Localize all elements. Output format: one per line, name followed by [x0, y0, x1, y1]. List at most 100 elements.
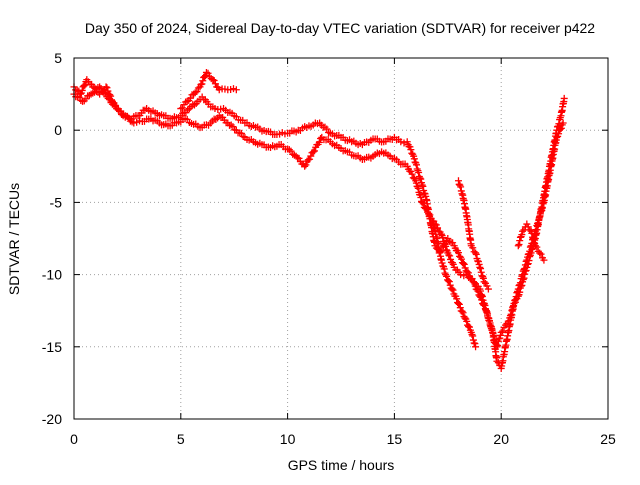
data-point-interp-track-a — [449, 239, 457, 247]
x-tick-label: 10 — [280, 431, 296, 447]
data-point-interp-short-segment-c — [483, 282, 491, 290]
data-point-interp-track-b — [317, 134, 325, 142]
data-point-interp-track-a — [190, 101, 198, 109]
data-point-short-segment-c — [454, 177, 462, 185]
data-point-short-segment-f — [536, 249, 544, 257]
data-point-interp-short-segment-c — [456, 181, 464, 189]
data-point-interp-short-segment-d — [463, 317, 471, 325]
data-point-interp-short-segment-f — [515, 241, 523, 249]
plot-frame — [73, 57, 609, 420]
data-point-track-b — [553, 133, 561, 141]
data-point-track-b — [536, 213, 544, 221]
data-point-short-segment-d — [472, 343, 480, 351]
data-point-interp-short-segment-e — [198, 80, 206, 88]
data-point-interp-short-segment-f — [518, 231, 526, 239]
data-point-interp-short-segment-d — [443, 272, 451, 280]
data-point-interp-track-b — [426, 211, 434, 219]
data-point-short-segment-f — [519, 227, 527, 235]
data-point-interp-track-b — [460, 272, 468, 280]
y-tick-label: -5 — [50, 194, 63, 210]
tick-labels: 0 5 10 15 20 25 -20 -15 -10 -5 0 5 — [42, 50, 616, 447]
chart-title: Day 350 of 2024, Sidereal Day-to-day VTE… — [85, 20, 595, 36]
data-series — [70, 68, 568, 372]
data-point-track-a — [497, 328, 505, 336]
y-axis-label: SDTVAR / TECUs — [6, 183, 22, 295]
data-point-interp-short-segment-c — [458, 190, 466, 198]
data-point-interp-short-segment-d — [441, 269, 449, 277]
data-point-interp-track-b — [229, 123, 237, 131]
data-point-interp-track-a — [103, 84, 111, 92]
data-point-short-segment-e — [209, 76, 217, 84]
data-point-interp-track-b — [302, 161, 310, 169]
data-point-short-segment-f — [514, 242, 522, 250]
data-point-short-segment-c — [472, 249, 480, 257]
data-point-interp-track-a — [400, 139, 408, 147]
data-point-interp-track-a — [460, 260, 468, 268]
data-point-track-b — [510, 299, 518, 307]
data-point-short-segment-e — [183, 97, 191, 105]
data-point-interp-track-b — [555, 130, 563, 138]
data-point-interp-short-segment-d — [449, 286, 457, 294]
x-tick-label: 15 — [387, 431, 403, 447]
x-tick-label: 20 — [493, 431, 509, 447]
data-point-short-segment-f — [531, 242, 539, 250]
data-point-interp-short-segment-d — [471, 340, 479, 348]
data-point-interp-track-b — [524, 260, 532, 268]
data-point-short-segment-f — [540, 256, 548, 264]
data-point-interp-track-b — [422, 205, 430, 213]
data-point-interp-track-b — [315, 138, 323, 146]
y-tick-label: 5 — [54, 50, 62, 66]
data-point-interp-short-segment-c — [469, 244, 477, 252]
x-tick-label: 5 — [177, 431, 185, 447]
data-point-track-b — [523, 263, 531, 271]
data-point-interp-short-segment-f — [533, 243, 541, 251]
data-point-interp-short-segment-d — [456, 304, 464, 312]
data-point-interp-track-b — [97, 84, 105, 92]
data-point-interp-track-a — [413, 165, 421, 173]
data-point-interp-track-b — [310, 147, 318, 155]
data-point-interp-short-segment-d — [459, 309, 467, 317]
data-point-interp-track-b — [522, 266, 530, 274]
data-point-track-b — [104, 94, 112, 102]
x-axis-label: GPS time / hours — [288, 457, 395, 473]
data-point-interp-track-a — [445, 237, 453, 245]
data-point-interp-track-b — [442, 246, 450, 254]
data-point-interp-track-a — [81, 81, 89, 89]
data-point-interp-track-b — [439, 233, 447, 241]
data-point-interp-short-segment-e — [204, 69, 212, 77]
data-point-interp-track-b — [556, 125, 564, 133]
data-point-interp-short-segment-e — [178, 104, 186, 112]
y-tick-label: -15 — [42, 339, 62, 355]
data-point-track-b — [559, 119, 567, 127]
data-point-interp-short-segment-f — [529, 235, 537, 243]
data-point-interp-track-b — [106, 95, 114, 103]
data-point-interp-track-b — [521, 270, 529, 278]
data-point-track-a — [102, 83, 110, 91]
data-point-interp-track-a — [415, 168, 423, 176]
data-point-interp-track-a — [470, 279, 478, 287]
data-point-interp-short-segment-f — [516, 237, 524, 245]
data-point-interp-track-b — [519, 276, 527, 284]
x-tick-label: 0 — [70, 431, 78, 447]
data-point-interp-track-b — [100, 89, 108, 97]
data-point-track-b — [425, 210, 433, 218]
data-point-interp-track-b — [521, 267, 529, 275]
data-point-interp-track-b — [408, 170, 416, 178]
data-point-interp-track-b — [516, 288, 524, 296]
data-point-interp-track-b — [539, 200, 547, 208]
data-point-interp-track-b — [445, 251, 453, 259]
data-point-interp-track-b — [520, 274, 528, 282]
data-point-interp-short-segment-e — [186, 94, 194, 102]
data-point-short-segment-e — [232, 86, 240, 94]
data-point-track-a — [418, 181, 426, 189]
data-point-interp-track-b — [557, 124, 565, 132]
data-point-short-segment-c — [484, 285, 492, 293]
data-point-interp-track-a — [417, 175, 425, 183]
data-point-interp-track-b — [448, 259, 456, 267]
data-point-interp-track-a — [422, 192, 430, 200]
data-point-interp-track-b — [517, 282, 525, 290]
data-point-interp-short-segment-c — [477, 268, 485, 276]
data-point-interp-short-segment-e — [211, 80, 219, 88]
data-point-track-b — [418, 198, 426, 206]
